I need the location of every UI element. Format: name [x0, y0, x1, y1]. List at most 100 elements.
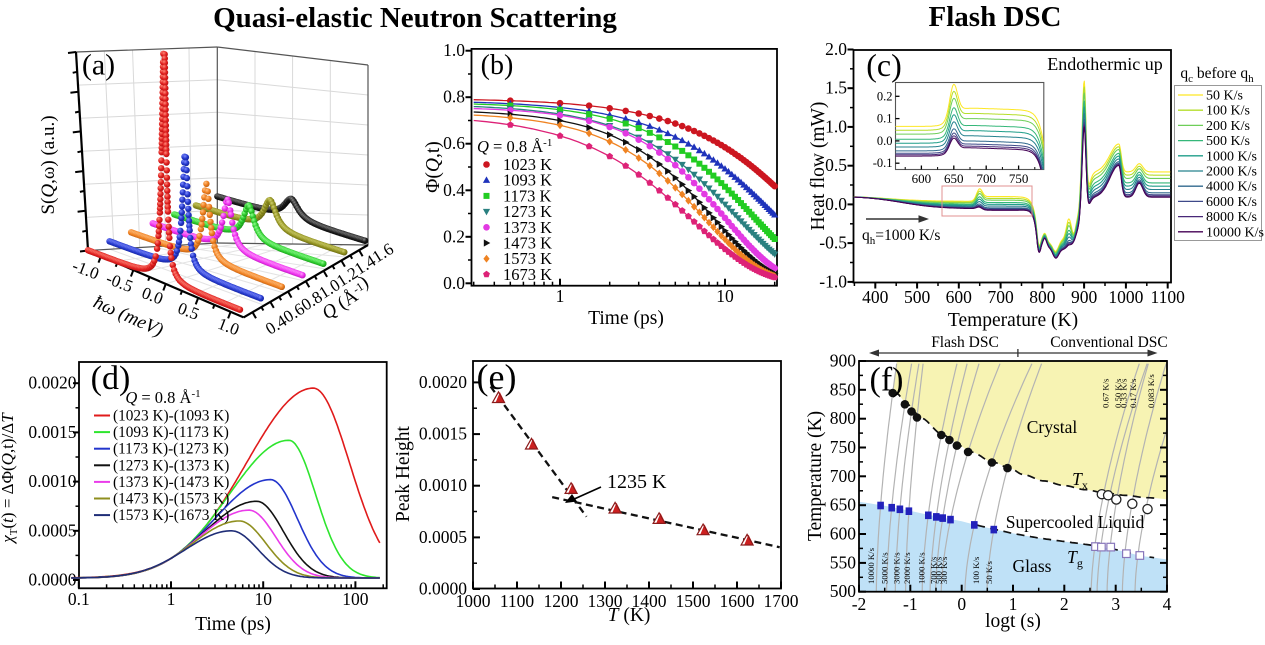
- svg-text:Glass: Glass: [1013, 556, 1052, 576]
- svg-text:0.8: 0.8: [443, 87, 465, 107]
- svg-text:-2: -2: [852, 594, 867, 614]
- svg-text:0.0005: 0.0005: [28, 520, 76, 540]
- svg-text:2000 K/s: 2000 K/s: [902, 552, 912, 584]
- svg-text:0.1: 0.1: [877, 112, 893, 126]
- svg-text:4000 K/s: 4000 K/s: [1206, 180, 1257, 195]
- svg-text:Crystal: Crystal: [1027, 417, 1078, 437]
- svg-text:Time (ps): Time (ps): [588, 308, 664, 329]
- svg-text:0.0020: 0.0020: [28, 373, 76, 393]
- svg-text:1.0: 1.0: [443, 40, 465, 60]
- svg-text:500 K/s: 500 K/s: [1206, 134, 1250, 149]
- svg-text:2.0: 2.0: [825, 39, 847, 59]
- svg-text:1.5: 1.5: [825, 78, 847, 98]
- svg-text:Tx: Tx: [1072, 469, 1088, 492]
- svg-text:(a): (a): [82, 49, 115, 82]
- svg-text:1000 K/s: 1000 K/s: [917, 552, 927, 584]
- svg-text:(c): (c): [866, 47, 902, 83]
- svg-text:0.0: 0.0: [825, 194, 847, 214]
- svg-text:300 K/s: 300 K/s: [939, 556, 949, 584]
- svg-text:1100: 1100: [1151, 287, 1186, 307]
- svg-text:600: 600: [946, 287, 973, 307]
- svg-text:0.17 K/s: 0.17 K/s: [1128, 378, 1138, 408]
- svg-text:T (K): T (K): [608, 605, 651, 626]
- svg-text:1: 1: [167, 589, 176, 609]
- svg-text:Tg: Tg: [1067, 547, 1083, 570]
- svg-text:0.2: 0.2: [443, 226, 465, 246]
- svg-text:0.2: 0.2: [877, 89, 893, 103]
- svg-text:700: 700: [987, 287, 1014, 307]
- svg-text:1093 K: 1093 K: [503, 171, 552, 190]
- svg-text:0.0020: 0.0020: [419, 372, 467, 392]
- svg-text:(1473 K)-(1573 K): (1473 K)-(1573 K): [113, 491, 229, 508]
- svg-text:750: 750: [1009, 171, 1029, 186]
- svg-text:Temperature (K): Temperature (K): [948, 310, 1078, 331]
- svg-text:(1173 K)-(1273 K): (1173 K)-(1273 K): [113, 441, 229, 458]
- svg-text:1: 1: [556, 286, 565, 306]
- svg-text:3: 3: [1111, 594, 1120, 614]
- svg-text:3000 K/s: 3000 K/s: [892, 552, 902, 584]
- svg-text:1573 K: 1573 K: [503, 249, 552, 268]
- svg-text:χT(t) = ΔΦ(Q,t)/ΔT: χT(t) = ΔΦ(Q,t)/ΔT: [0, 412, 20, 545]
- svg-text:200 K/s: 200 K/s: [1206, 119, 1250, 134]
- svg-text:10: 10: [254, 589, 272, 609]
- svg-text:1023 K: 1023 K: [503, 155, 552, 174]
- svg-text:700: 700: [830, 466, 857, 486]
- svg-text:850: 850: [830, 379, 857, 399]
- svg-text:Conventional DSC: Conventional DSC: [1050, 334, 1168, 351]
- svg-text:600: 600: [912, 171, 932, 186]
- svg-text:Flash DSC: Flash DSC: [929, 1, 1062, 33]
- svg-text:0.5: 0.5: [825, 155, 847, 175]
- svg-text:0.67 K/s: 0.67 K/s: [1101, 378, 1111, 408]
- svg-text:800: 800: [830, 408, 857, 428]
- svg-text:0.0010: 0.0010: [28, 471, 76, 491]
- svg-text:550: 550: [830, 552, 857, 572]
- svg-text:(1273 K)-(1373 K): (1273 K)-(1373 K): [113, 457, 229, 474]
- svg-text:500 K/s: 500 K/s: [933, 556, 943, 584]
- svg-text:100 K/s: 100 K/s: [971, 556, 981, 584]
- svg-text:0.0000: 0.0000: [419, 579, 467, 599]
- svg-text:0.0015: 0.0015: [28, 422, 76, 442]
- svg-text:Temperature (K): Temperature (K): [805, 411, 826, 541]
- svg-text:1000 K/s: 1000 K/s: [1206, 149, 1257, 164]
- svg-text:8000 K/s: 8000 K/s: [1206, 210, 1257, 225]
- svg-text:1000: 1000: [1108, 287, 1143, 307]
- svg-text:750: 750: [830, 437, 857, 457]
- svg-text:0.0015: 0.0015: [419, 424, 467, 444]
- svg-text:1: 1: [1009, 594, 1018, 614]
- svg-text:1.0: 1.0: [825, 116, 847, 136]
- svg-text:0.33 K/s: 0.33 K/s: [1118, 378, 1128, 408]
- svg-text:900: 900: [1071, 287, 1098, 307]
- svg-text:Time (ps): Time (ps): [195, 614, 271, 635]
- svg-text:0.1: 0.1: [68, 589, 90, 609]
- svg-text:1600: 1600: [720, 591, 755, 611]
- svg-text:0.50 K/s: 0.50 K/s: [1113, 378, 1123, 408]
- svg-text:10000 K/s: 10000 K/s: [866, 547, 876, 584]
- svg-text:400: 400: [862, 287, 889, 307]
- svg-text:1200: 1200: [544, 591, 579, 611]
- svg-text:Quasi-elastic Neutron Scatteri: Quasi-elastic Neutron Scattering: [213, 2, 617, 34]
- svg-text:1700: 1700: [764, 591, 799, 611]
- svg-text:0.0000: 0.0000: [28, 570, 76, 590]
- svg-text:1235 K: 1235 K: [607, 471, 667, 493]
- svg-text:(1573 K)-(1673 K): (1573 K)-(1673 K): [113, 507, 229, 524]
- svg-text:qh=1000 K/s: qh=1000 K/s: [862, 227, 940, 247]
- svg-text:0.0005: 0.0005: [419, 527, 467, 547]
- svg-text:qc before qh: qc before qh: [1180, 65, 1254, 85]
- svg-text:0.6: 0.6: [443, 133, 465, 153]
- svg-text:700: 700: [976, 171, 996, 186]
- svg-text:100: 100: [342, 589, 369, 609]
- svg-text:2000 K/s: 2000 K/s: [1206, 165, 1257, 180]
- svg-text:10000 K/s: 10000 K/s: [1206, 225, 1264, 240]
- svg-text:1400: 1400: [632, 591, 667, 611]
- svg-text:1473 K: 1473 K: [503, 234, 552, 253]
- svg-text:500: 500: [830, 581, 857, 601]
- svg-text:-0.5: -0.5: [819, 233, 847, 253]
- svg-text:1000: 1000: [456, 591, 491, 611]
- svg-text:1173 K: 1173 K: [503, 186, 552, 205]
- svg-text:0: 0: [957, 594, 966, 614]
- svg-text:Endothermic up: Endothermic up: [1047, 54, 1162, 74]
- svg-text:Flash DSC: Flash DSC: [931, 334, 999, 351]
- svg-text:Supercooled Liquid: Supercooled Liquid: [1006, 512, 1145, 532]
- svg-text:1673 K: 1673 K: [503, 265, 552, 284]
- svg-text:-1: -1: [903, 594, 918, 614]
